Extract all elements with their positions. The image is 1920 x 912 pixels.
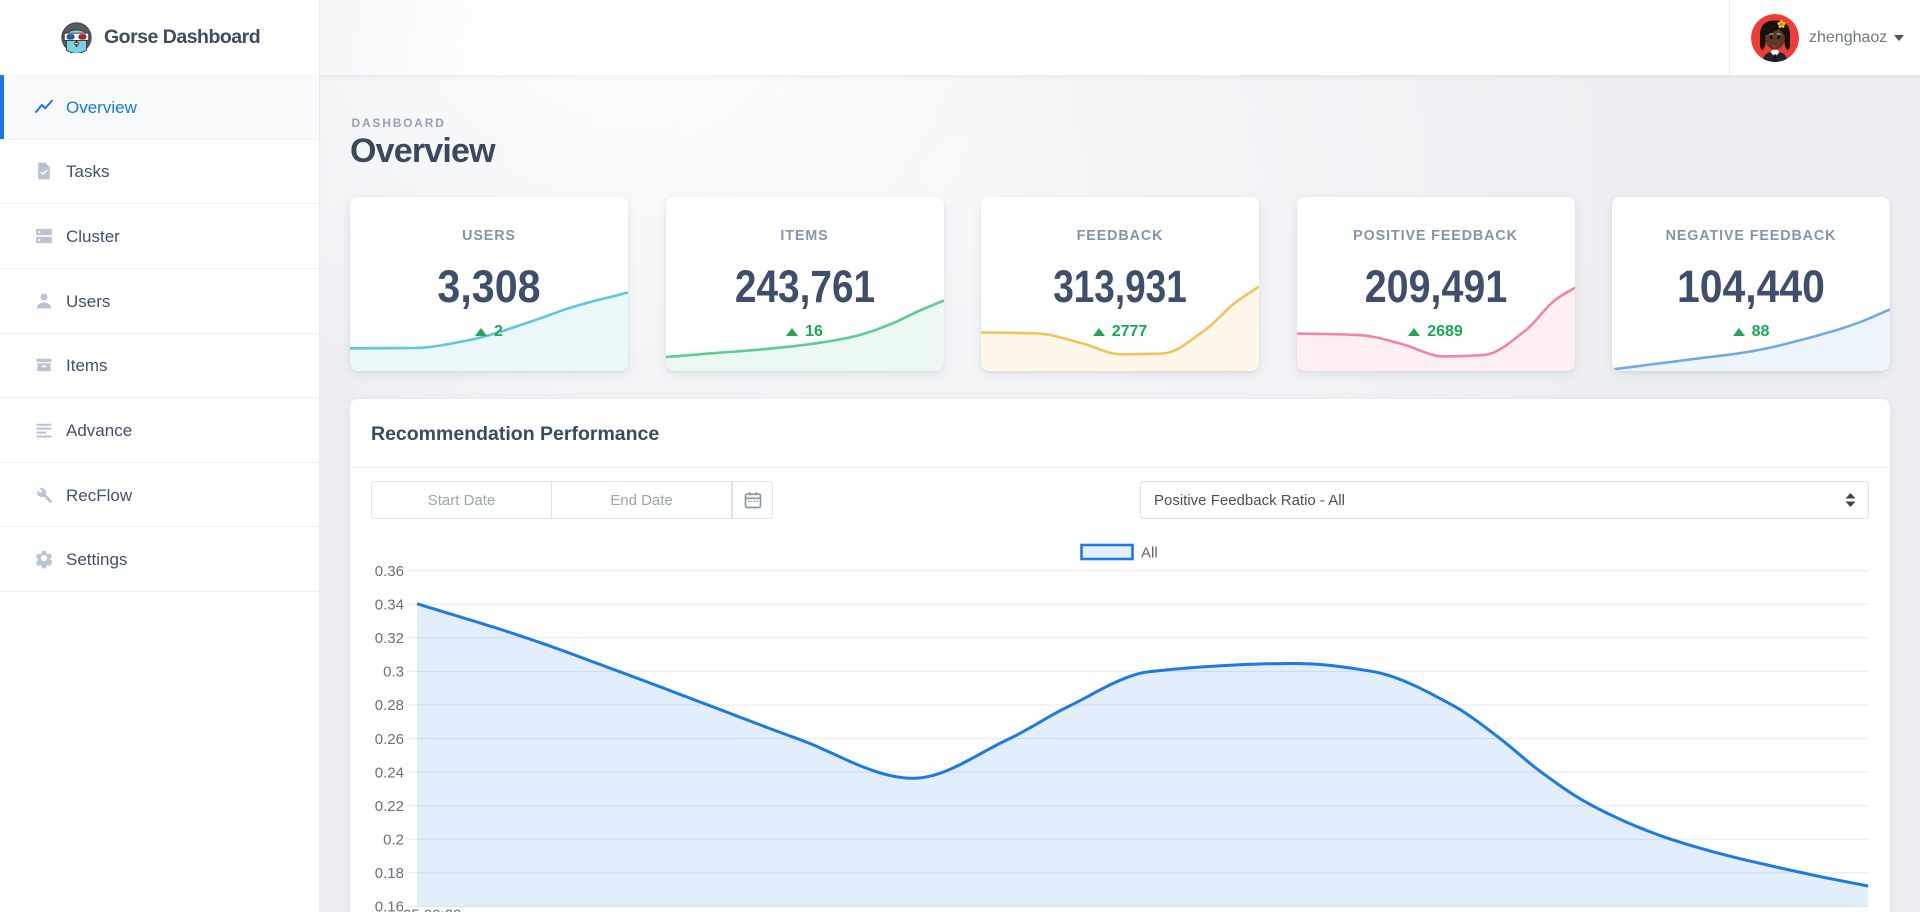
svg-text:0.26: 0.26 [375, 731, 404, 748]
svg-text:0.3: 0.3 [383, 664, 404, 681]
svg-text:0.16: 0.16 [375, 899, 404, 912]
svg-text:0.34: 0.34 [375, 597, 404, 614]
svg-text:0.28: 0.28 [375, 697, 404, 714]
svg-text:0.32: 0.32 [375, 630, 404, 647]
svg-text:05 00:00: 05 00:00 [403, 907, 461, 912]
svg-text:0.24: 0.24 [375, 764, 404, 781]
svg-text:0.2: 0.2 [383, 832, 404, 849]
svg-text:0.36: 0.36 [375, 563, 404, 580]
svg-text:0.22: 0.22 [375, 798, 404, 815]
svg-text:0.18: 0.18 [375, 865, 404, 882]
svg-text:All: All [1141, 545, 1158, 562]
